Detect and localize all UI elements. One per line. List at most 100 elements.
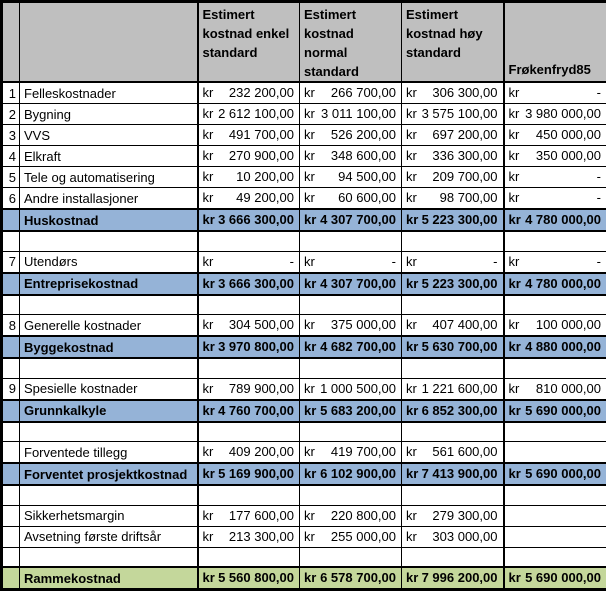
row-number-cell[interactable] xyxy=(2,422,20,442)
row-number-cell[interactable]: 5 xyxy=(2,167,20,188)
row-label-cell[interactable]: Rammekostnad xyxy=(20,567,198,590)
row-number-cell[interactable] xyxy=(2,463,20,485)
amount-cell[interactable]: kr- xyxy=(504,188,606,210)
row-label-cell[interactable]: Generelle kostnader xyxy=(20,315,198,337)
row-label-cell[interactable]: Forventede tillegg xyxy=(20,442,198,464)
amount-cell[interactable] xyxy=(504,295,606,315)
amount-cell[interactable] xyxy=(402,547,504,567)
amount-cell[interactable] xyxy=(402,422,504,442)
row-number-cell[interactable] xyxy=(2,358,20,378)
amount-cell[interactable] xyxy=(504,442,606,464)
row-label-cell[interactable]: Sikkerhetsmargin xyxy=(20,505,198,526)
amount-cell[interactable] xyxy=(504,231,606,251)
row-label-cell[interactable] xyxy=(20,422,198,442)
row-label-cell[interactable] xyxy=(20,295,198,315)
row-label-cell[interactable] xyxy=(20,547,198,567)
row-label-cell[interactable]: Tele og automatisering xyxy=(20,167,198,188)
amount-cell[interactable] xyxy=(300,485,402,505)
row-number-cell[interactable] xyxy=(2,273,20,295)
amount-cell[interactable] xyxy=(504,422,606,442)
amount-cell[interactable]: kr- xyxy=(300,251,402,273)
row-number-cell[interactable] xyxy=(2,485,20,505)
column-header-enkel-standard[interactable]: Estimert kostnad enkel standard xyxy=(198,2,300,83)
row-label-cell[interactable] xyxy=(20,358,198,378)
column-header-hoy-standard[interactable]: Estimert kostnad høy standard xyxy=(402,2,504,83)
amount-cell[interactable] xyxy=(402,358,504,378)
amount-cell[interactable] xyxy=(300,295,402,315)
amount-cell[interactable] xyxy=(402,485,504,505)
amount-cell[interactable]: kr- xyxy=(504,251,606,273)
row-number-cell[interactable] xyxy=(2,295,20,315)
amount-cell[interactable] xyxy=(402,231,504,251)
row-label-cell[interactable]: Andre installasjoner xyxy=(20,188,198,210)
label-header-cell[interactable] xyxy=(20,2,198,83)
row-number-cell[interactable] xyxy=(2,209,20,231)
row-number-cell[interactable] xyxy=(2,442,20,464)
row-number-cell[interactable]: 1 xyxy=(2,82,20,104)
row-number-cell[interactable]: 9 xyxy=(2,378,20,400)
row-number-cell[interactable]: 7 xyxy=(2,251,20,273)
amount-cell[interactable] xyxy=(504,547,606,567)
amount-cell[interactable] xyxy=(198,422,300,442)
amount-cell[interactable]: kr- xyxy=(504,167,606,188)
row-label-cell[interactable]: Avsetning første driftsår xyxy=(20,526,198,547)
row-label-cell[interactable]: VVS xyxy=(20,125,198,146)
amount-cell[interactable] xyxy=(300,231,402,251)
amount-cell[interactable] xyxy=(300,358,402,378)
amount-cell[interactable] xyxy=(504,526,606,547)
row-number-cell[interactable] xyxy=(2,336,20,358)
amount-cell[interactable] xyxy=(504,358,606,378)
row-label-cell[interactable]: Felleskostnader xyxy=(20,82,198,104)
row-number-cell[interactable]: 8 xyxy=(2,315,20,337)
amount-cell[interactable] xyxy=(198,295,300,315)
amount-cell[interactable] xyxy=(300,422,402,442)
amount-cell[interactable]: kr- xyxy=(402,251,504,273)
amount-cell[interactable] xyxy=(198,547,300,567)
amount-cell[interactable]: kr- xyxy=(504,82,606,104)
corner-header-cell[interactable] xyxy=(2,2,20,83)
amount-cell[interactable] xyxy=(300,547,402,567)
